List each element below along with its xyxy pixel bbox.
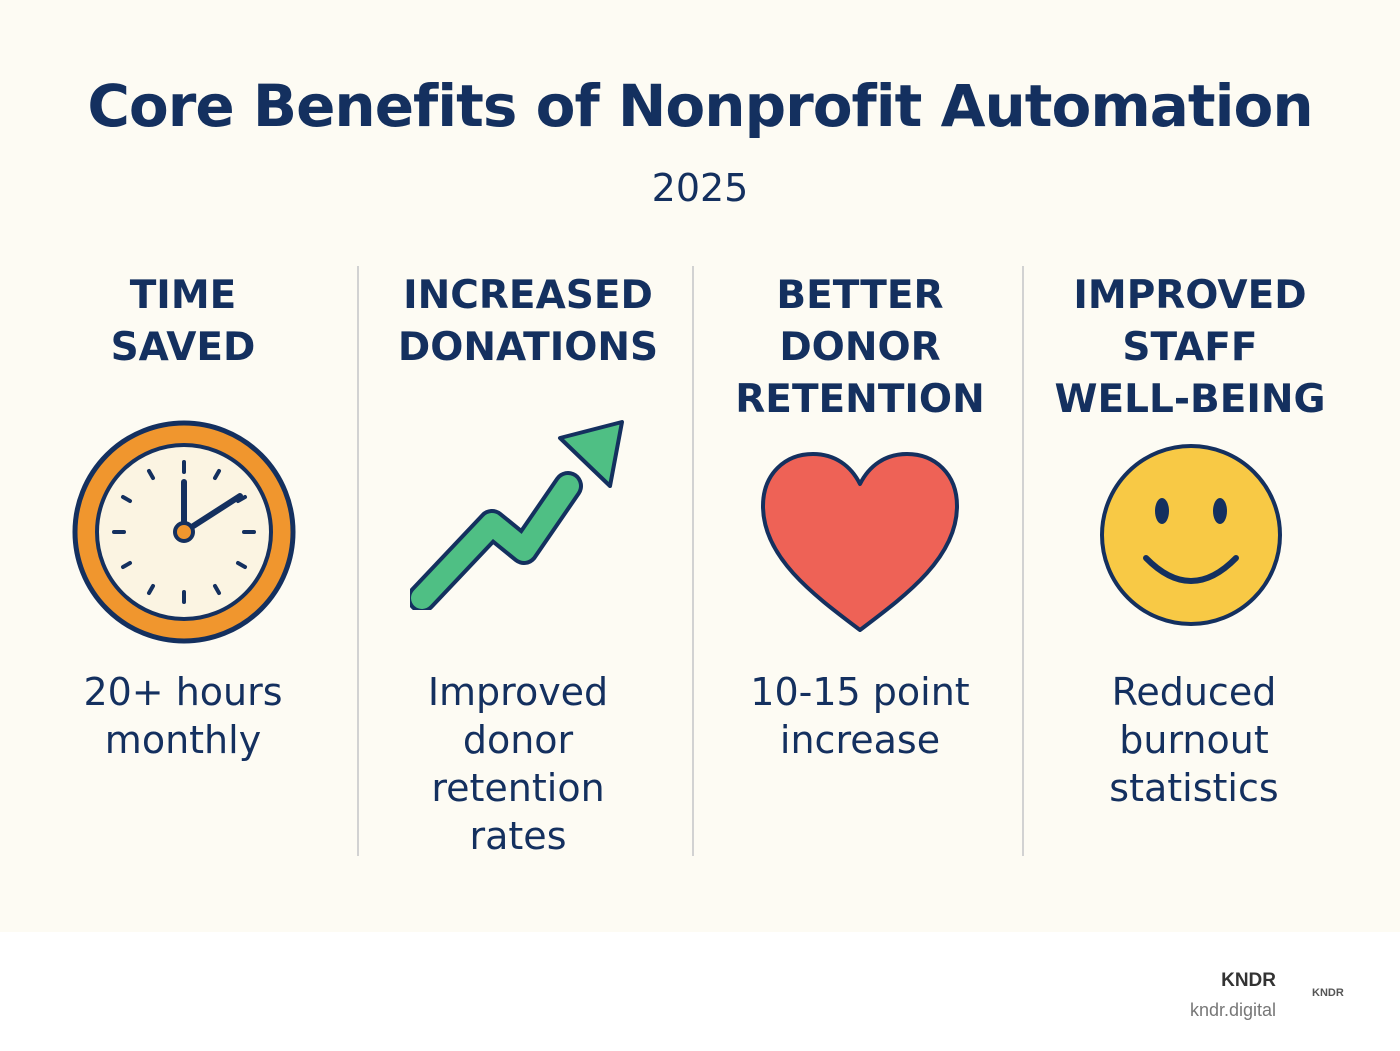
benefit-description: Improved donor retention rates	[427, 670, 609, 858]
heart-icon	[761, 452, 959, 632]
benefit-heading: INCREASED DONATIONS	[397, 273, 659, 370]
infographic: Core Benefits of Nonprofit Automation 20…	[0, 0, 1400, 932]
benefit-description: 10-15 point increase	[750, 670, 970, 762]
column-divider	[357, 266, 359, 856]
trend-up-arrow-icon	[410, 420, 624, 610]
page-title: Core Benefits of Nonprofit Automation	[87, 72, 1313, 140]
brand-logo: KNDR	[1312, 987, 1344, 999]
benefit-description: Reduced burnout statistics	[1109, 670, 1279, 810]
smiley-face-icon	[1100, 444, 1282, 626]
clock-icon	[72, 420, 296, 644]
column-divider	[692, 266, 694, 856]
benefit-description: 20+ hours monthly	[83, 670, 283, 762]
benefit-heading: TIME SAVED	[110, 273, 256, 370]
footer-url[interactable]: kndr.digital	[1189, 1000, 1276, 1020]
benefit-heading: IMPROVED STAFF WELL-BEING	[1054, 273, 1326, 422]
page-subtitle: 2025	[651, 166, 749, 210]
benefit-heading: BETTER DONOR RETENTION	[735, 273, 985, 422]
column-divider	[1022, 266, 1024, 856]
footer-brand: KNDR	[1221, 970, 1276, 991]
